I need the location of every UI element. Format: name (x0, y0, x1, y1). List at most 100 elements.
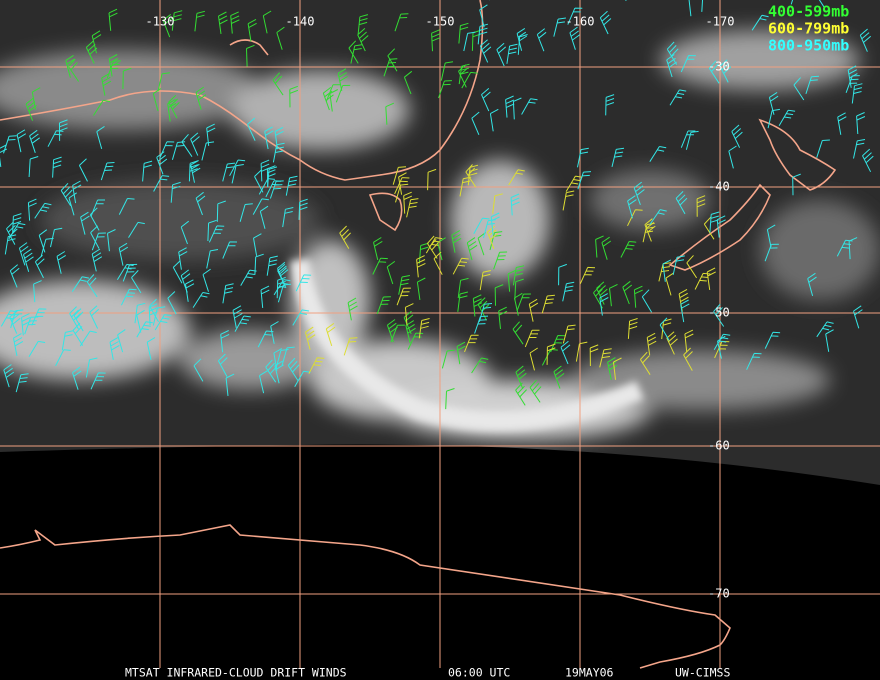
wind-barb (845, 75, 860, 93)
wind-barb (52, 156, 62, 178)
wind-barb (701, 0, 704, 12)
wind-barb (441, 349, 455, 369)
wind-barb (463, 31, 476, 52)
wind-barb (192, 292, 210, 308)
wind-barb (185, 279, 195, 302)
wind-barb (764, 243, 779, 262)
legend-entry: 600-799mb (768, 20, 849, 38)
wind-barb (65, 54, 75, 78)
wind-barb (719, 59, 732, 83)
latitude-label: -60 (708, 439, 730, 453)
wind-barb (528, 298, 539, 322)
wind-barb (376, 296, 391, 315)
wind-barb (264, 126, 274, 150)
wind-barb (560, 340, 571, 365)
wind-barb (627, 209, 643, 227)
wind-barb (0, 144, 8, 167)
wind-barb (452, 257, 469, 275)
wind-barb (816, 139, 830, 158)
wind-barb (510, 193, 520, 216)
wind-barb (394, 177, 410, 195)
wind-barb (172, 260, 183, 284)
wind-barb (611, 147, 625, 168)
wind-barb (206, 123, 216, 146)
wind-barb (481, 88, 491, 112)
wind-barb (220, 330, 230, 353)
wind-barb (188, 160, 199, 182)
wind-barb (825, 329, 834, 352)
wind-barb (68, 58, 80, 82)
wind-barb (579, 266, 596, 285)
wind-barb (272, 72, 284, 96)
wind-barb (514, 292, 523, 316)
wind-barb (89, 305, 100, 329)
wind-barb (16, 129, 27, 153)
wind-barb (91, 248, 103, 272)
date: 19MAY06 (565, 666, 614, 680)
wind-barb (134, 302, 146, 324)
wind-barb (24, 316, 39, 335)
wind-barb (553, 17, 566, 37)
wind-barb (662, 259, 672, 282)
wind-barb (599, 10, 612, 35)
wind-barb (515, 382, 527, 406)
wind-barb (33, 280, 42, 303)
wind-barb (426, 235, 439, 259)
wind-barb (329, 89, 339, 112)
wind-barb (68, 192, 77, 216)
wind-barb (558, 263, 567, 286)
wind-barb (222, 241, 238, 259)
wind-barb (190, 132, 200, 156)
wind-barb (440, 61, 454, 81)
wind-barb (506, 43, 518, 64)
wind-barb (473, 217, 490, 235)
wind-barb (577, 147, 589, 168)
wind-barb (471, 111, 480, 135)
wind-barb (524, 329, 540, 348)
wind-barb (403, 70, 413, 95)
wind-barb (266, 255, 278, 276)
wind-barb (607, 357, 618, 380)
wind-barb (601, 236, 612, 260)
longitude-label: -160 (566, 15, 595, 29)
wind-barb (709, 211, 720, 233)
wind-barb (222, 283, 234, 304)
wind-barb (516, 293, 531, 312)
wind-barb (217, 353, 228, 377)
wind-barb (512, 97, 522, 120)
wind-barb (15, 373, 29, 393)
wind-barb (80, 211, 90, 235)
wind-barb (433, 251, 443, 275)
wind-barb (492, 193, 503, 214)
wind-barb (837, 112, 847, 135)
wind-barb (216, 200, 226, 222)
wind-barb (292, 309, 309, 326)
wind-barb (136, 309, 145, 333)
wind-barb (696, 195, 706, 217)
wind-barb (395, 183, 409, 203)
wind-barb (3, 364, 15, 388)
wind-barb (246, 44, 255, 67)
wind-barb (553, 365, 565, 389)
wind-barb (31, 308, 47, 326)
wind-barb (665, 272, 674, 296)
wind-barb (387, 48, 398, 72)
wind-barb (152, 88, 162, 112)
wind-barb (575, 341, 588, 362)
grid-labels: -130 -140 -150 -160 -170 -30 -40 -50 -60… (146, 15, 735, 601)
wind-barb (272, 142, 285, 163)
wind-barb (234, 315, 251, 332)
wind-barb (529, 347, 538, 371)
wind-barb (562, 324, 576, 344)
wind-barb (383, 58, 398, 77)
wind-barb (357, 14, 369, 35)
wind-barb (529, 379, 542, 403)
wind-barb (848, 237, 858, 260)
wind-barb (406, 198, 419, 218)
wind-barb (29, 129, 40, 153)
wind-barb (731, 124, 743, 148)
legend-entry: 400-599mb (768, 3, 849, 21)
wind-barb (201, 141, 215, 161)
wind-barb (516, 27, 528, 51)
wind-barb (260, 285, 270, 308)
